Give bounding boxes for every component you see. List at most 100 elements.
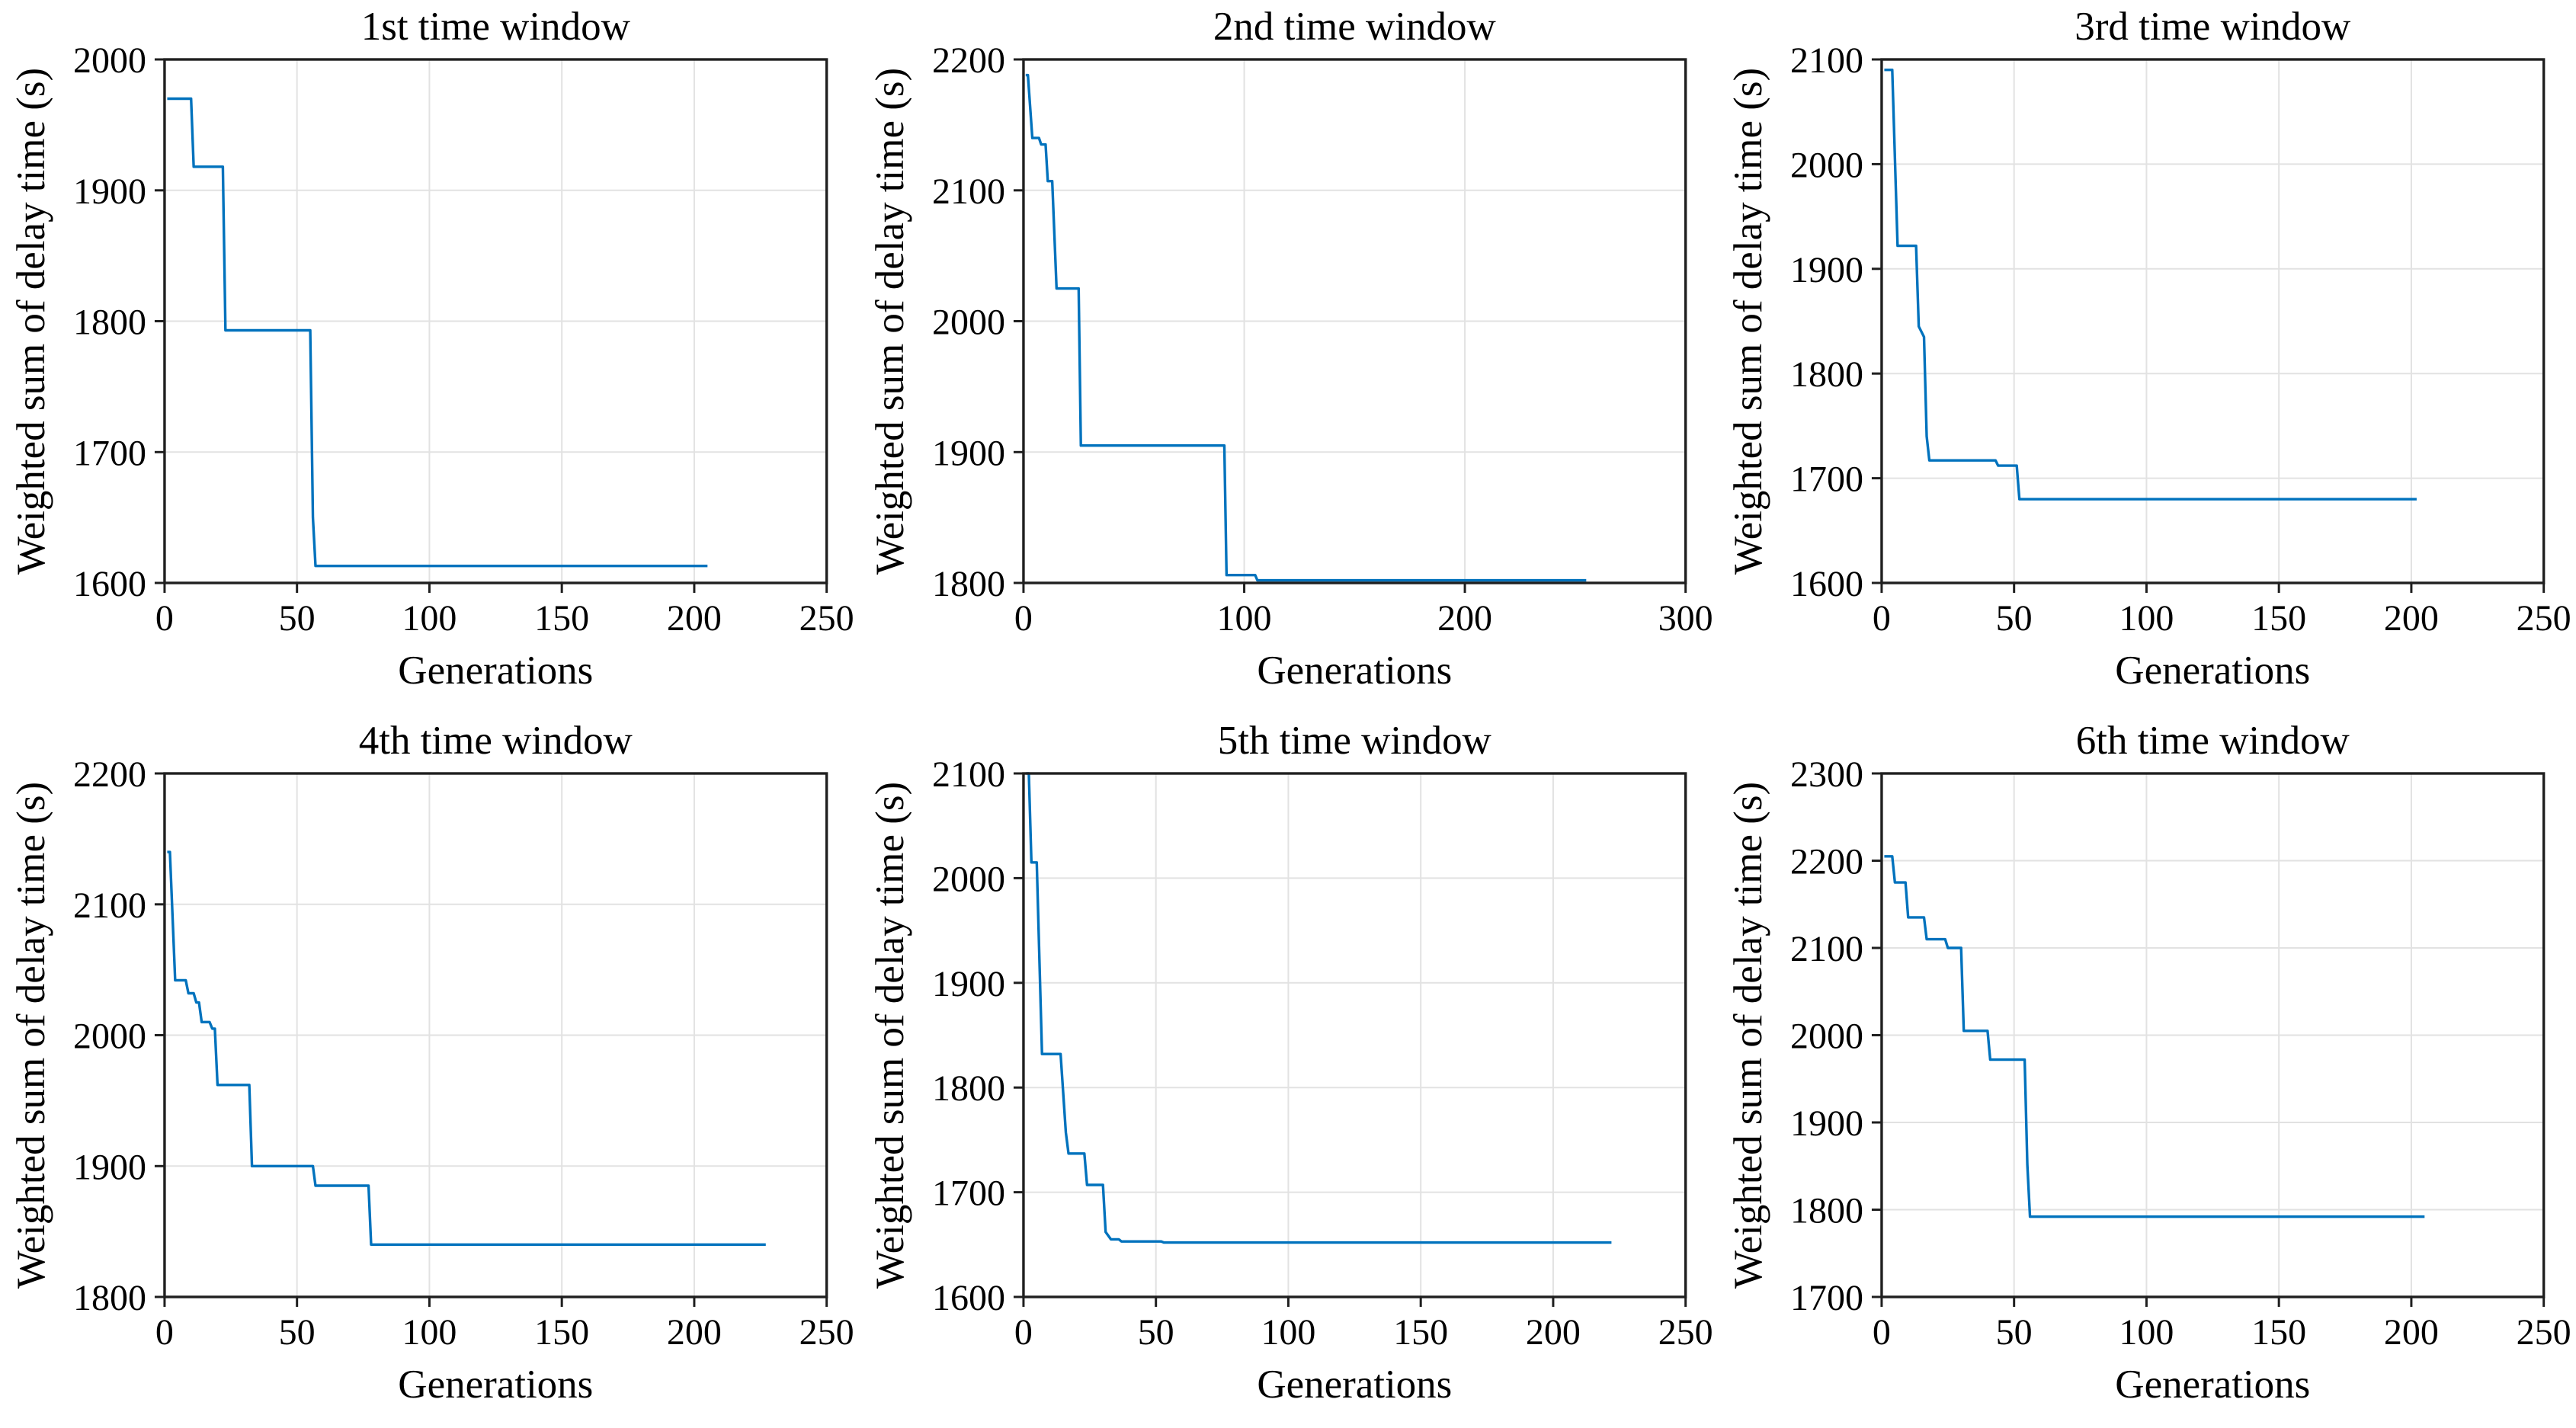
subplot-4th-time-window: 0 50 100 150 200 250 1800 1900 2000 2100 2200 4th … <box>0 714 859 1428</box>
chart-title: 3rd time window <box>2075 5 2352 49</box>
tick-marks-and-labels: 0 50 100 150 200 250 1600 1700 1800 1900 2000 2100 <box>932 754 1713 1353</box>
chart-title: 4th time window <box>359 719 633 763</box>
svg-text:1700: 1700 <box>932 1173 1005 1214</box>
svg-text:2000: 2000 <box>932 302 1005 342</box>
chart-canvas: 0 100 200 300 1800 1900 2000 2100 2200 2nd time … <box>868 5 1713 693</box>
svg-text:300: 300 <box>1658 598 1713 639</box>
svg-text:2200: 2200 <box>932 40 1005 81</box>
plot-background <box>1882 59 2544 583</box>
series-line <box>1884 855 2425 1218</box>
x-axis-label: Generations <box>2116 1362 2311 1407</box>
svg-text:250: 250 <box>799 1312 854 1353</box>
svg-text:150: 150 <box>2252 1312 2307 1353</box>
chart-canvas: 0 50 100 150 200 250 1600 1700 1800 1900 2000 1st … <box>9 5 854 693</box>
svg-text:2100: 2100 <box>1790 929 1863 969</box>
x-axis-label: Generations <box>2116 648 2311 693</box>
axis-box <box>1880 58 2546 584</box>
svg-text:100: 100 <box>1216 598 1271 639</box>
svg-text:1900: 1900 <box>1790 1103 1863 1144</box>
y-axis-label: Weighted sum of delay time (s) <box>9 782 53 1289</box>
svg-text:200: 200 <box>667 598 722 639</box>
series-line <box>167 850 766 1246</box>
svg-text:250: 250 <box>2517 1312 2571 1353</box>
svg-text:1800: 1800 <box>73 302 146 342</box>
svg-text:0: 0 <box>1873 1312 1891 1353</box>
chart-title: 1st time window <box>361 5 631 49</box>
chart-canvas: 0 50 100 150 200 250160017001800190020002100 … <box>868 719 1713 1407</box>
svg-text:50: 50 <box>279 1312 316 1353</box>
svg-text:200: 200 <box>2384 598 2439 639</box>
svg-text:150: 150 <box>2252 598 2307 639</box>
chart-title: 5th time window <box>1217 719 1491 763</box>
chart-canvas: 0 50 100 150 200 250 1800 1900 2000 2100 2200 4th … <box>9 719 854 1407</box>
plot-background <box>1023 773 1686 1297</box>
svg-text:100: 100 <box>402 598 457 639</box>
svg-text:250: 250 <box>2517 598 2571 639</box>
axis-box <box>1021 58 1687 584</box>
svg-text:2000: 2000 <box>1790 145 1863 185</box>
series-line <box>167 97 708 568</box>
x-axis-label: Generations <box>1257 1362 1452 1407</box>
svg-text:2000: 2000 <box>73 1016 146 1056</box>
y-axis-label: Weighted sum of delay time (s) <box>1726 68 1770 575</box>
chart-canvas: 0 50 100 150 200 250 1700 1800 1900 2000 2100 2200 2… <box>1726 719 2571 1407</box>
svg-text:50: 50 <box>1996 1312 2033 1353</box>
y-axis-label: Weighted sum of delay time (s) <box>1726 782 1770 1289</box>
svg-text:2000: 2000 <box>73 40 146 81</box>
subplot-2nd-time-window: 0 100 200 300 1800 1900 2000 2100 2200 2nd time … <box>859 0 1718 714</box>
svg-text:1800: 1800 <box>1790 1190 1863 1231</box>
y-axis-label: Weighted sum of delay time (s) <box>868 68 912 575</box>
svg-text:1800: 1800 <box>1790 354 1863 395</box>
svg-text:1700: 1700 <box>1790 459 1863 500</box>
svg-text:2000: 2000 <box>1790 1016 1863 1056</box>
tick-marks-and-labels: 0 50 100 150 200 250 1600 1700 1800 1900 2000 2100 <box>1790 40 2571 639</box>
svg-text:2100: 2100 <box>73 885 146 926</box>
svg-text:1600: 1600 <box>932 1278 1005 1318</box>
y-axis-label: Weighted sum of delay time (s) <box>868 782 912 1289</box>
svg-text:2100: 2100 <box>1790 40 1863 81</box>
svg-text:150: 150 <box>534 598 589 639</box>
svg-text:150: 150 <box>534 1312 589 1353</box>
svg-text:50: 50 <box>279 598 316 639</box>
svg-text:200: 200 <box>1526 1312 1581 1353</box>
subplot-6th-time-window: 0 50 100 150 200 250 1700 1800 1900 2000 2100 2200 2… <box>1717 714 2576 1428</box>
tick-marks-and-labels: 0 50 100 150 200 250 1700 1800 1900 2000 2100 2200 2… <box>1790 754 2571 1353</box>
svg-text:1900: 1900 <box>1790 250 1863 290</box>
svg-text:1700: 1700 <box>73 433 146 473</box>
series-line <box>1025 73 1586 582</box>
svg-text:2100: 2100 <box>932 171 1005 212</box>
svg-text:2300: 2300 <box>1790 754 1863 795</box>
svg-text:50: 50 <box>1137 1312 1174 1353</box>
svg-text:200: 200 <box>667 1312 722 1353</box>
tick-marks-and-labels: 0 50 100 150 200 250 1800 1900 2000 2100 2200 <box>73 754 854 1353</box>
chart-canvas: 0 50 100 150 200 250160017001800190020002100 … <box>1726 5 2571 693</box>
svg-text:2000: 2000 <box>932 859 1005 899</box>
svg-text:1900: 1900 <box>73 171 146 212</box>
chart-title: 6th time window <box>2076 719 2350 763</box>
chart-title: 2nd time window <box>1213 5 1497 49</box>
x-axis-label: Generations <box>398 1362 593 1407</box>
x-axis-label: Generations <box>398 648 593 693</box>
svg-text:250: 250 <box>1658 1312 1713 1353</box>
svg-text:200: 200 <box>2384 1312 2439 1353</box>
svg-text:1700: 1700 <box>1790 1278 1863 1318</box>
svg-text:1900: 1900 <box>932 433 1005 473</box>
svg-text:0: 0 <box>155 598 174 639</box>
svg-text:100: 100 <box>402 1312 457 1353</box>
svg-text:50: 50 <box>1996 598 2033 639</box>
svg-text:0: 0 <box>1014 598 1033 639</box>
tick-marks-and-labels: 0 50 100 150 200 250 1600 1700 1800 1900 2000 <box>73 40 854 639</box>
subplot-1st-time-window: 0 50 100 150 200 250 1600 1700 1800 1900 2000 1st … <box>0 0 859 714</box>
series-line <box>1026 772 1612 1244</box>
svg-text:1600: 1600 <box>73 564 146 604</box>
svg-text:1900: 1900 <box>73 1147 146 1187</box>
svg-text:1900: 1900 <box>932 964 1005 1004</box>
x-axis-label: Generations <box>1257 648 1452 693</box>
svg-text:0: 0 <box>1014 1312 1033 1353</box>
svg-text:100: 100 <box>2119 598 2174 639</box>
series-line <box>1884 68 2417 501</box>
svg-text:0: 0 <box>1873 598 1891 639</box>
svg-text:100: 100 <box>2119 1312 2174 1353</box>
svg-text:150: 150 <box>1393 1312 1448 1353</box>
